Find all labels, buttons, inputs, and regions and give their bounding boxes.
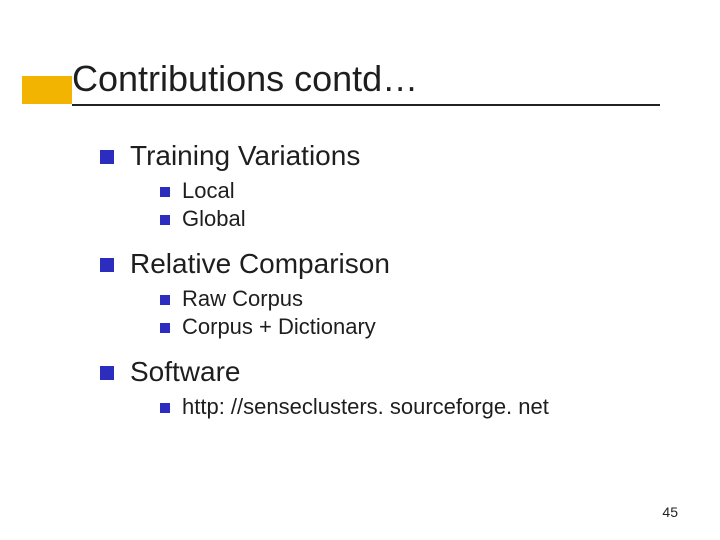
sub-item-text: Local [182, 178, 235, 204]
sub-item-text: http: //senseclusters. sourceforge. net [182, 394, 549, 420]
list-item: Relative Comparison [100, 248, 660, 280]
list-item: Training Variations [100, 140, 660, 172]
sublist: Local Global [160, 178, 660, 232]
square-bullet-icon [160, 323, 170, 333]
list-item: Global [160, 206, 660, 232]
content-area: Training Variations Local Global Relativ… [100, 140, 660, 436]
square-bullet-icon [100, 150, 114, 164]
list-item: Corpus + Dictionary [160, 314, 660, 340]
sub-item-text: Raw Corpus [182, 286, 303, 312]
section-heading: Training Variations [130, 140, 360, 172]
list-item: Raw Corpus [160, 286, 660, 312]
square-bullet-icon [160, 215, 170, 225]
title-underline [72, 104, 660, 106]
sublist: Raw Corpus Corpus + Dictionary [160, 286, 660, 340]
list-item: http: //senseclusters. sourceforge. net [160, 394, 660, 420]
title-accent-bar [22, 76, 72, 104]
section-heading: Relative Comparison [130, 248, 390, 280]
list-item: Local [160, 178, 660, 204]
section-heading: Software [130, 356, 241, 388]
slide-title: Contributions contd… [72, 58, 660, 104]
sublist: http: //senseclusters. sourceforge. net [160, 394, 660, 420]
square-bullet-icon [160, 187, 170, 197]
sub-item-text: Corpus + Dictionary [182, 314, 376, 340]
sub-item-text: Global [182, 206, 246, 232]
page-number: 45 [662, 504, 678, 520]
title-block: Contributions contd… [72, 58, 660, 106]
square-bullet-icon [160, 295, 170, 305]
list-item: Software [100, 356, 660, 388]
square-bullet-icon [100, 366, 114, 380]
square-bullet-icon [100, 258, 114, 272]
square-bullet-icon [160, 403, 170, 413]
